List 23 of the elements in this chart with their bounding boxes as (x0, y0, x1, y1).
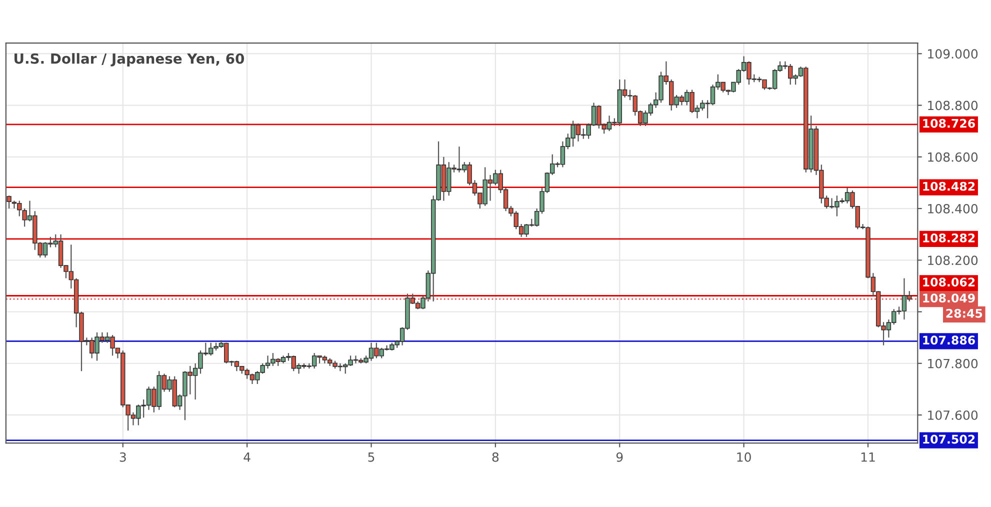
y-tick-label: 107.800 (928, 358, 978, 368)
ref-line-label: 107.886 (923, 336, 975, 345)
y-tick-label: 107.600 (928, 410, 978, 420)
x-tick-label: 10 (737, 452, 751, 462)
x-tick-label: 8 (492, 452, 499, 462)
text: U.S. Dollar / Japanese Yen, 60 (14, 53, 244, 67)
x-tick-label: 3 (120, 452, 126, 462)
ref-line-label: 108.726 (923, 118, 975, 128)
y-tick-label: 108.400 (928, 204, 978, 214)
x-tick-label: 11 (861, 452, 875, 462)
x-tick-label: 5 (368, 452, 374, 462)
ref-line-label: 108.062 (923, 278, 975, 287)
ref-line-label: 108.482 (923, 182, 975, 191)
x-tick-label: 4 (244, 452, 250, 462)
y-tick-label: 108.800 (928, 100, 978, 110)
x-tick-label: 9 (616, 452, 623, 462)
ref-line-label: 108.049 (923, 294, 975, 303)
y-tick-label: 109.000 (928, 49, 978, 59)
ref-line-label: 107.502 (923, 434, 975, 444)
y-tick-label: 108.600 (928, 152, 978, 162)
ref-line-label: 108.282 (923, 233, 975, 242)
y-tick-label: 108.200 (928, 256, 978, 266)
text: 28:45 (946, 308, 982, 318)
